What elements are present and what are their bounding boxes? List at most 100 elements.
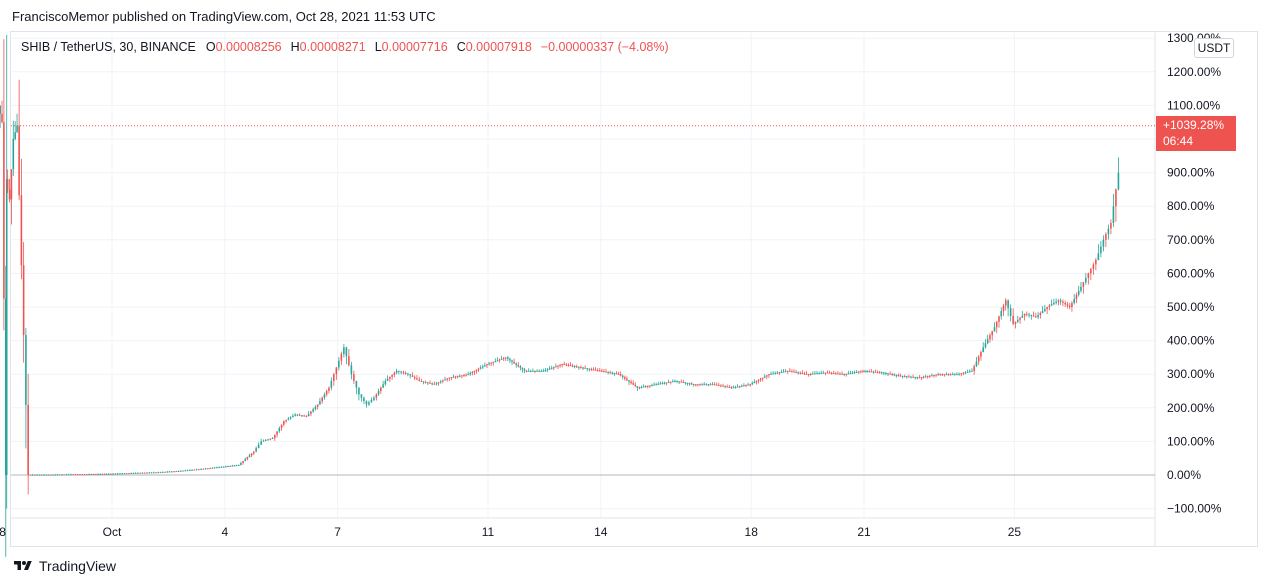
candle-body xyxy=(56,474,59,476)
candle-body xyxy=(640,386,643,388)
candle-body xyxy=(845,373,848,375)
x-tick-label: Oct xyxy=(103,525,122,539)
candle-body xyxy=(527,370,530,372)
candle-body xyxy=(103,473,106,475)
candle-body xyxy=(774,373,777,375)
candle-body xyxy=(22,265,25,336)
candle-body xyxy=(323,394,326,398)
candle-body xyxy=(557,365,559,367)
candle-body xyxy=(307,413,310,417)
candle-body xyxy=(1019,317,1021,320)
candle-body xyxy=(878,372,881,374)
candle-body xyxy=(722,385,724,387)
footer-brand[interactable]: TradingView xyxy=(12,558,116,574)
candle-body xyxy=(1028,314,1030,316)
candle-body xyxy=(669,381,672,383)
candle-body xyxy=(770,373,772,375)
candle-body xyxy=(563,364,566,366)
candle-body xyxy=(134,472,137,474)
candle-body xyxy=(903,376,906,378)
candle-body xyxy=(540,370,543,372)
x-tick-label: 7 xyxy=(334,525,341,539)
candle-body xyxy=(1041,311,1044,314)
candle-body xyxy=(567,364,570,366)
candle-body xyxy=(1092,264,1095,269)
candle-body xyxy=(433,383,436,385)
candle-body xyxy=(621,375,624,378)
candle-body xyxy=(139,472,141,474)
candle-body xyxy=(849,373,852,375)
candle-body xyxy=(830,372,833,374)
candle-body xyxy=(1048,305,1051,307)
candle-body xyxy=(229,465,231,467)
candle-body xyxy=(186,470,189,472)
candle-body xyxy=(695,384,697,386)
candle-body xyxy=(314,406,317,410)
candle-body xyxy=(469,373,472,375)
candle-body xyxy=(119,473,121,475)
candle-body xyxy=(895,374,898,376)
x-tick-label: 25 xyxy=(1008,525,1022,539)
candle-body xyxy=(991,331,994,336)
candle-body xyxy=(1107,228,1110,235)
last-price-value: +1039.28% xyxy=(1163,118,1225,132)
candle-body xyxy=(665,382,668,384)
y-tick-label: 800.00% xyxy=(1167,199,1215,213)
candle-body xyxy=(634,384,637,387)
x-tick-label: 18 xyxy=(745,525,759,539)
candle-body xyxy=(920,377,923,379)
candle-body xyxy=(761,377,764,379)
candle-body xyxy=(958,373,960,375)
candle-body xyxy=(889,373,891,375)
candle-body xyxy=(345,347,348,357)
candle-body xyxy=(1117,172,1120,190)
candle-body xyxy=(459,375,461,377)
candle-body xyxy=(242,461,244,463)
candle-body xyxy=(283,421,285,425)
candle-body xyxy=(647,385,649,387)
candle-body xyxy=(590,368,593,370)
candle-body xyxy=(786,370,789,372)
candle-body xyxy=(200,468,202,470)
candle-body xyxy=(375,394,378,398)
candle-body xyxy=(747,384,749,386)
candle-body xyxy=(734,386,737,388)
candle-body xyxy=(753,382,756,384)
candle-body xyxy=(949,374,952,376)
candle-body xyxy=(79,474,81,476)
candle-body xyxy=(611,372,614,374)
candle-body xyxy=(227,466,229,468)
candle-body xyxy=(837,373,839,375)
candle-body xyxy=(222,466,225,468)
candle-body xyxy=(1009,308,1012,316)
candle-body xyxy=(843,374,845,376)
candle-body xyxy=(868,371,871,373)
candle-body xyxy=(303,415,305,417)
y-tick-label: 200.00% xyxy=(1167,401,1215,415)
candle-body xyxy=(475,369,478,371)
currency-button[interactable]: USDT xyxy=(1194,38,1234,58)
candle-body xyxy=(697,384,699,386)
candle-body xyxy=(649,385,651,387)
candle-body xyxy=(43,474,45,476)
y-tick-label: 1200.00% xyxy=(1167,65,1221,79)
candle-body xyxy=(822,372,825,374)
candle-body xyxy=(801,373,804,375)
low-value: 0.00007716 xyxy=(381,40,448,54)
candle-body xyxy=(4,298,7,475)
candle-body xyxy=(253,451,255,454)
candle-body xyxy=(672,381,674,383)
candle-body xyxy=(439,381,442,383)
candle-body xyxy=(471,371,474,374)
candle-body xyxy=(1087,273,1090,278)
candle-body xyxy=(876,371,879,373)
candle-body xyxy=(738,386,741,388)
candle-body xyxy=(578,366,580,368)
candle-body xyxy=(901,375,904,377)
candle-body xyxy=(1026,313,1028,315)
candle-body xyxy=(184,470,187,472)
candle-body xyxy=(343,347,345,355)
candle-body xyxy=(1044,309,1046,312)
candle-body xyxy=(330,380,333,388)
